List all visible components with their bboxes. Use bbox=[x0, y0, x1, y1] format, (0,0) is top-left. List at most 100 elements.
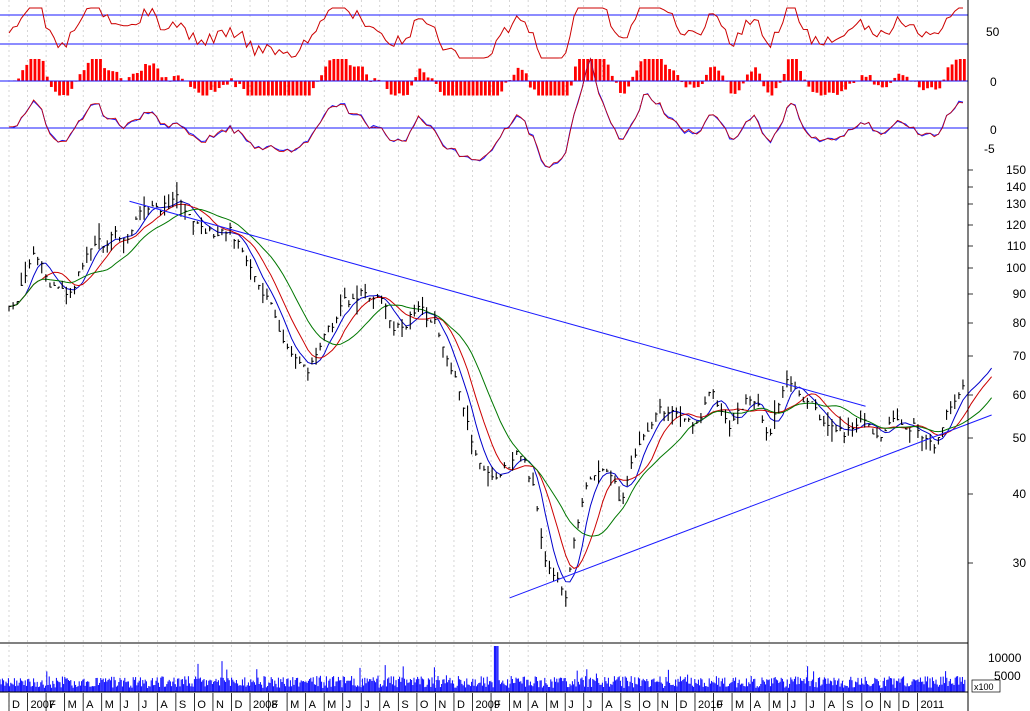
histogram-bar bbox=[447, 81, 450, 96]
price-axis: 150 140 130 120 110 100 90 80 70 60 50 40 30 bbox=[968, 163, 1026, 570]
histogram-bar bbox=[905, 76, 909, 82]
histogram-bar bbox=[131, 73, 135, 82]
histogram-bar bbox=[795, 59, 798, 82]
month-label: 2011 bbox=[920, 699, 944, 711]
volume-unit-label: x100 bbox=[974, 682, 994, 692]
histogram-bar bbox=[332, 59, 336, 82]
histogram-bar bbox=[328, 60, 332, 82]
month-label: S bbox=[179, 699, 186, 711]
histogram-bar bbox=[512, 74, 516, 82]
histogram-bar bbox=[709, 67, 712, 82]
histogram-bar bbox=[94, 59, 98, 82]
trendline-upper bbox=[129, 200, 866, 407]
price-tick-label: 70 bbox=[1013, 349, 1027, 363]
histogram-bar bbox=[606, 64, 610, 82]
histogram-bar bbox=[852, 81, 856, 84]
histogram-bar bbox=[631, 76, 635, 82]
histogram-bar bbox=[471, 81, 475, 96]
histogram-bar bbox=[152, 63, 156, 82]
histogram-bar bbox=[246, 81, 250, 96]
histogram-bar bbox=[434, 81, 438, 84]
price-tick-label: 40 bbox=[1013, 487, 1027, 501]
month-label: 2009 bbox=[476, 699, 500, 711]
price-panel: 150 140 130 120 110 100 90 80 70 60 50 40 30 bbox=[8, 163, 1026, 607]
volume-panel: 10000 5000 x100 bbox=[0, 646, 1022, 693]
histogram-bar bbox=[553, 81, 557, 96]
histogram-bar bbox=[619, 81, 622, 93]
month-label: A bbox=[828, 699, 836, 711]
histogram-bar bbox=[189, 81, 192, 87]
histogram-bar bbox=[659, 59, 663, 82]
month-label: F bbox=[494, 699, 501, 711]
histogram-bar bbox=[410, 81, 414, 86]
histogram-bar bbox=[500, 81, 504, 92]
histogram-bar bbox=[426, 77, 430, 82]
histogram-bar bbox=[54, 81, 57, 92]
histogram-bar bbox=[320, 75, 323, 82]
month-label: S bbox=[401, 699, 408, 711]
histogram-bar bbox=[807, 81, 811, 87]
histogram-bar bbox=[66, 81, 70, 96]
histogram-bar bbox=[750, 71, 753, 82]
histogram-bar bbox=[598, 59, 602, 82]
month-label: A bbox=[383, 699, 391, 711]
histogram-bar bbox=[115, 71, 119, 82]
histogram-bar bbox=[729, 81, 733, 94]
month-label: A bbox=[160, 699, 168, 711]
histogram-bar bbox=[397, 81, 401, 94]
histogram-bar bbox=[209, 81, 213, 90]
histogram-bar bbox=[33, 59, 37, 82]
histogram-bar bbox=[62, 81, 66, 95]
histogram-bar bbox=[344, 59, 348, 82]
histogram-bar bbox=[193, 81, 197, 89]
histogram-bar bbox=[299, 81, 303, 96]
histogram-bar bbox=[819, 81, 823, 96]
histogram-bar bbox=[467, 81, 471, 96]
histogram-bar bbox=[758, 73, 762, 82]
histogram-bar bbox=[438, 81, 442, 92]
histogram-bar bbox=[676, 75, 680, 82]
histogram-bar bbox=[496, 81, 500, 96]
month-label: N bbox=[661, 699, 669, 711]
trendlines bbox=[129, 200, 992, 599]
month-label: M bbox=[772, 699, 781, 711]
month-label: A bbox=[754, 699, 762, 711]
volume-unit-box bbox=[971, 679, 1001, 693]
histogram-bar bbox=[393, 81, 397, 96]
histogram-bar bbox=[520, 69, 524, 82]
histogram-bar bbox=[418, 68, 422, 82]
histogram-bar bbox=[926, 81, 929, 89]
histogram-bar bbox=[528, 81, 532, 88]
histogram-bar bbox=[958, 59, 962, 82]
price-tick-label: 110 bbox=[1007, 239, 1026, 253]
volume-tick-label-5000: 5000 bbox=[994, 669, 1021, 683]
oscillator-tick-label: 50 bbox=[986, 25, 1000, 39]
month-label: A bbox=[86, 699, 94, 711]
volume-tick-label-10000: 10000 bbox=[988, 651, 1022, 665]
histogram-bar bbox=[107, 70, 111, 82]
histogram-bar bbox=[172, 76, 176, 82]
month-label: A bbox=[309, 699, 317, 711]
histogram-bar bbox=[406, 81, 409, 95]
histogram-bar bbox=[782, 73, 786, 82]
month-label: J bbox=[791, 699, 797, 711]
histogram-bar bbox=[889, 81, 893, 83]
month-label: F bbox=[49, 699, 56, 711]
histogram-bar bbox=[156, 68, 160, 82]
month-label: J bbox=[123, 699, 128, 711]
histogram-bar bbox=[250, 81, 254, 96]
histogram-bar bbox=[213, 81, 217, 92]
histogram-bar bbox=[934, 81, 938, 90]
histogram-bar bbox=[70, 81, 74, 89]
histogram-bar bbox=[549, 81, 553, 96]
month-label: M bbox=[290, 699, 299, 711]
histogram-bar bbox=[361, 66, 364, 82]
month-label: J bbox=[809, 699, 815, 711]
histogram-bar bbox=[144, 64, 147, 82]
histogram-bar bbox=[422, 72, 426, 82]
histogram-bar bbox=[864, 76, 868, 82]
histogram-bar bbox=[614, 81, 618, 83]
month-label: 2010 bbox=[698, 699, 722, 711]
month-label: M bbox=[513, 699, 522, 711]
histogram-bar bbox=[37, 59, 41, 82]
